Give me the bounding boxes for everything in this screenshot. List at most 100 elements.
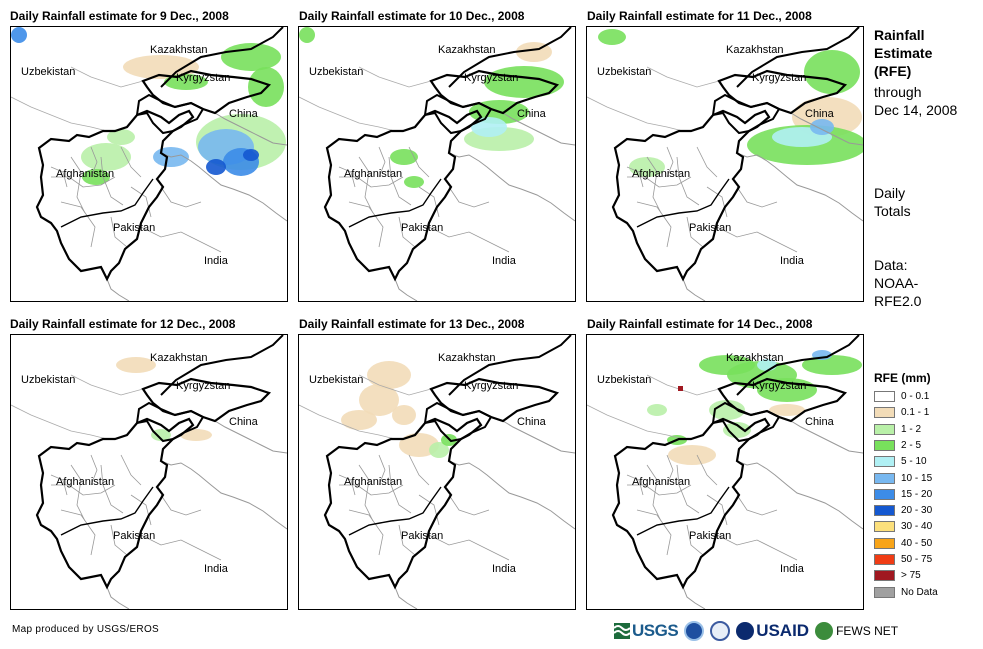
country-outline-tajikistan [423, 401, 493, 443]
rainfall-map-5: Kazakhstan Uzbekistan Kyrgyzstan China Afgha… [298, 334, 576, 610]
province-boundary [348, 201, 384, 248]
province-boundary [398, 216, 416, 248]
province-boundary [358, 464, 374, 522]
rain-patch [341, 410, 377, 430]
panel-title-1: Daily Rainfall estimate for 9 Dec., 2008 [10, 9, 229, 23]
map-label-kyrgyzstan: Kyrgyzstan [176, 72, 230, 84]
country-outline-kazakhstan [736, 335, 860, 396]
country-outline-afghanistan-pakistan [35, 109, 195, 282]
map-label-afghanistan: Afghanistan [632, 476, 690, 488]
rain-patch [804, 50, 860, 94]
province-boundary [70, 464, 86, 522]
border-line [587, 96, 684, 132]
map-label-china: China [229, 416, 259, 428]
province-boundary [716, 226, 798, 253]
province-boundary [388, 464, 412, 514]
rain-patch [164, 74, 208, 90]
province-boundary [60, 201, 96, 248]
province-boundary [448, 186, 490, 208]
map-label-pakistan: Pakistan [689, 222, 731, 234]
panel-title-3: Daily Rainfall estimate for 11 Dec., 200… [587, 9, 812, 23]
rain-patch [367, 361, 411, 389]
rain-patch [359, 384, 399, 416]
legend-label: 50 - 75 [901, 554, 933, 565]
legend-swatch [874, 505, 895, 517]
map-label-china: China [517, 416, 547, 428]
province-boundary [70, 156, 86, 214]
rain-patch [769, 404, 805, 416]
province-boundary [418, 186, 440, 218]
country-outline-tajikistan [711, 401, 781, 443]
province-boundary [686, 524, 704, 556]
legend-label: 5 - 10 [901, 456, 927, 468]
country-outline-kazakhstan [160, 27, 284, 88]
map-label-india: India [780, 563, 805, 575]
rain-patch [390, 149, 418, 165]
border-line [358, 66, 432, 88]
map-label-pakistan: Pakistan [689, 530, 731, 542]
legend-label: 30 - 40 [901, 521, 933, 533]
province-boundary [50, 166, 68, 188]
province-boundary [140, 226, 222, 253]
map-label-china: China [805, 108, 835, 120]
country-outline-tajikistan [135, 93, 205, 135]
legend-label: No Data [901, 586, 938, 598]
legend-swatch [874, 391, 895, 402]
country-border [60, 486, 154, 536]
map-label-kazakhstan: Kazakhstan [150, 352, 207, 364]
country-outline-kyrgyzstan [717, 377, 848, 423]
legend-label: 0.1 - 1 [901, 407, 930, 419]
country-border [636, 178, 730, 228]
border-line [646, 66, 720, 88]
province-boundary [339, 484, 404, 496]
rain-patch [392, 405, 416, 425]
province-boundary [646, 464, 662, 522]
usgs-wave-icon [614, 623, 630, 639]
province-boundary [626, 166, 644, 188]
legend-swatch [874, 570, 895, 582]
country-outline-kazakhstan [448, 335, 572, 396]
border-line [587, 404, 684, 440]
province-boundary [339, 176, 404, 188]
province-boundary [100, 464, 124, 514]
province-boundary [120, 454, 142, 486]
rain-patch [151, 429, 171, 441]
legend-swatch [874, 488, 895, 500]
province-boundary [110, 216, 128, 248]
legend-label: 1 - 2 [901, 423, 922, 435]
province-boundary [686, 216, 704, 248]
legend-swatch [874, 439, 895, 451]
province-boundary [428, 534, 510, 561]
coastline [106, 586, 130, 609]
map-label-kazakhstan: Kazakhstan [150, 44, 207, 56]
province-boundary [378, 146, 386, 178]
province-boundary [338, 474, 356, 496]
map-label-uzbekistan: Uzbekistan [597, 66, 651, 78]
panel-title-2: Daily Rainfall estimate for 10 Dec., 200… [299, 9, 525, 23]
border-line [160, 460, 287, 530]
country-border [60, 178, 154, 228]
side-title-line1: Rainfall [874, 27, 925, 43]
map-label-kyrgyzstan: Kyrgyzstan [176, 380, 230, 392]
province-boundary [627, 484, 692, 496]
province-boundary [448, 494, 490, 516]
border-line [358, 374, 432, 396]
legend-swatch [874, 521, 895, 533]
map-label-kazakhstan: Kazakhstan [438, 44, 495, 56]
rain-patch [81, 143, 131, 171]
province-boundary [706, 186, 728, 218]
province-boundary [130, 494, 152, 526]
coastline [682, 278, 706, 301]
province-boundary [60, 509, 96, 556]
border-line [448, 152, 575, 222]
border-line [736, 460, 863, 530]
legend-label: 40 - 50 [901, 537, 933, 549]
border-line [70, 66, 144, 88]
country-outline-afghanistan-pakistan [323, 417, 483, 590]
border-line [11, 404, 108, 440]
rain-patch [723, 422, 751, 438]
legend-swatch [874, 423, 895, 435]
province-boundary [90, 146, 98, 178]
province-boundary [388, 156, 412, 206]
legend-title: RFE (mm) [874, 371, 931, 385]
